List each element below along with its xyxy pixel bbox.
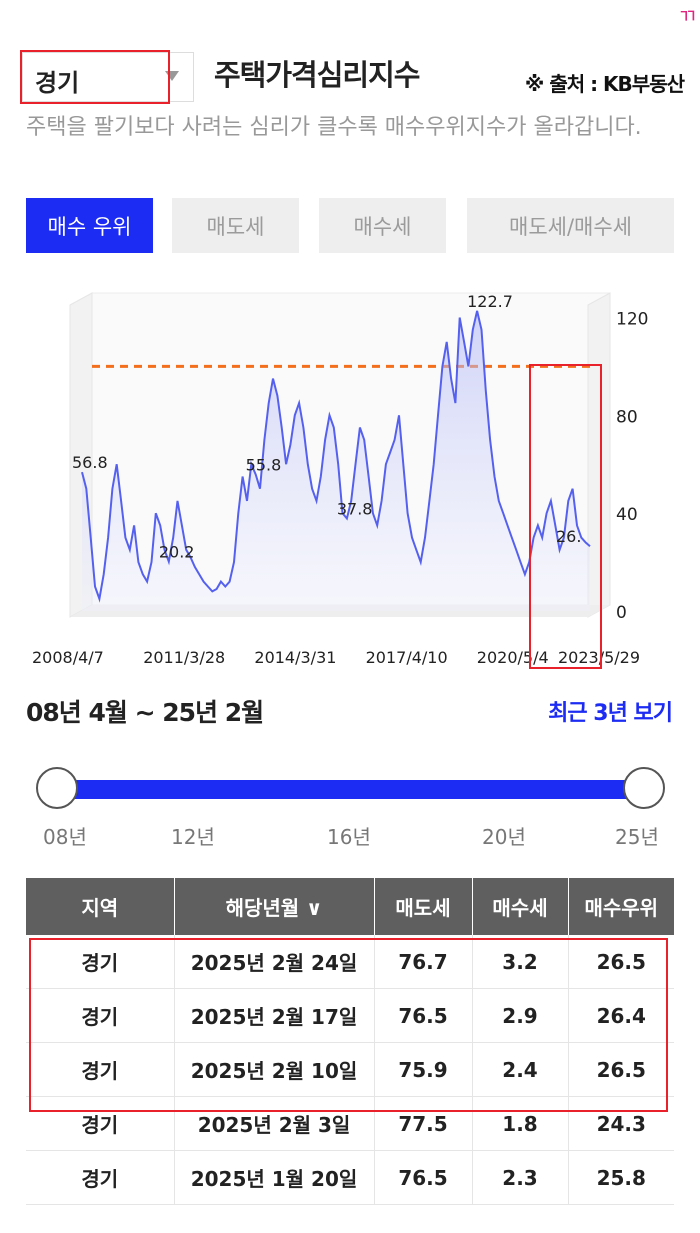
year-label: 16년 — [327, 825, 371, 849]
data-annotation: 122.7 — [467, 292, 513, 311]
cell-region: 경기 — [26, 935, 175, 989]
price-sentiment-chart: 0 40 80 120 2008/4/7 2011/3/28 2014/3/31 2017/4… — [32, 292, 648, 667]
cell-buy-dominance: 24.3 — [568, 1096, 674, 1151]
recent-3-years-link[interactable]: 최근 3년 보기 — [548, 701, 673, 726]
cell-sell: 76.7 — [374, 935, 473, 989]
year-label: 12년 — [171, 825, 215, 849]
series-line — [81, 310, 591, 603]
region-select[interactable]: 경기 — [22, 52, 194, 102]
cell-region: 경기 — [26, 988, 175, 1043]
cell-buy: 2.3 — [472, 1150, 569, 1205]
range-slider-start-handle[interactable] — [36, 767, 78, 809]
tab-label: 매수 우위 — [47, 214, 132, 239]
column-header-buy: 매수세 — [472, 878, 569, 935]
data-annotation: 37.8 — [337, 500, 373, 519]
cell-buy: 1.8 — [472, 1096, 569, 1151]
cell-date: 2025년 1월 20일 — [174, 1150, 375, 1205]
tab-sell[interactable]: 매도세 — [172, 198, 299, 253]
range-label: 08년 4월 ~ 25년 2월 — [26, 698, 264, 727]
cell-date: 2025년 2월 24일 — [174, 935, 375, 989]
corner-mark-icon: ㄲ — [678, 4, 697, 28]
table-row: 경기 2025년 2월 17일 76.5 2.9 26.4 — [26, 988, 674, 1043]
tab-label: 매도세 — [206, 214, 265, 239]
year-label: 25년 — [615, 825, 659, 849]
cell-buy-dominance: 25.8 — [568, 1150, 674, 1205]
cell-buy-dominance: 26.4 — [568, 988, 674, 1043]
cell-region: 경기 — [26, 1096, 175, 1151]
x-tick-label: 2011/3/28 — [143, 648, 225, 667]
y-tick-label: 120 — [616, 309, 648, 329]
chart-right-wall — [587, 292, 611, 618]
cell-buy-dominance: 26.5 — [568, 1042, 674, 1097]
x-tick-label: 2017/4/10 — [366, 648, 448, 667]
year-label: 20년 — [482, 825, 526, 849]
cell-date: 2025년 2월 10일 — [174, 1042, 375, 1097]
data-annotation: 55.8 — [246, 456, 282, 475]
tab-buy-dominance[interactable]: 매수 우위 — [26, 198, 153, 253]
series-area — [82, 310, 590, 611]
table-header-row: 지역 해당년월 ∨ 매도세 매수세 매수우위 — [26, 878, 674, 935]
tab-label: 매수세 — [353, 214, 412, 239]
tab-label: 매도세/매수세 — [509, 214, 632, 239]
cell-region: 경기 — [26, 1042, 175, 1097]
x-tick-label: 2020/5/4 — [477, 648, 549, 667]
cell-date: 2025년 2월 3일 — [174, 1096, 375, 1151]
data-annotation: 26. — [556, 527, 581, 546]
y-tick-label: 0 — [616, 603, 627, 623]
table-row: 경기 2025년 2월 24일 76.7 3.2 26.5 — [26, 935, 674, 989]
column-header-sell: 매도세 — [374, 878, 473, 935]
x-tick-label: 2014/3/31 — [254, 648, 336, 667]
page-title: 주택가격심리지수 — [214, 58, 420, 92]
source-label: ※ 출처 : KB부동산 — [524, 72, 685, 96]
chevron-down-icon — [165, 71, 179, 81]
year-label: 08년 — [43, 825, 87, 849]
cell-buy: 3.2 — [472, 935, 569, 989]
description-text: 주택을 팔기보다 사려는 심리가 클수록 매수우위지수가 올라갑니다. — [26, 115, 642, 140]
data-annotation: 20.2 — [159, 543, 195, 562]
column-header-date-sort[interactable]: 해당년월 ∨ — [174, 878, 375, 935]
cell-buy-dominance: 26.5 — [568, 935, 674, 989]
data-annotation: 56.8 — [72, 453, 108, 472]
range-slider-track[interactable] — [58, 780, 644, 799]
region-select-value: 경기 — [35, 69, 80, 97]
cell-sell: 75.9 — [374, 1042, 473, 1097]
column-header-region: 지역 — [26, 878, 175, 935]
cell-date: 2025년 2월 17일 — [174, 988, 375, 1043]
y-tick-label: 40 — [616, 505, 638, 525]
cell-region: 경기 — [26, 1150, 175, 1205]
sentiment-table: 지역 해당년월 ∨ 매도세 매수세 매수우위 경기 2025년 2월 24일 7… — [26, 878, 674, 1205]
tab-buy[interactable]: 매수세 — [319, 198, 446, 253]
x-tick-label: 2008/4/7 — [32, 648, 104, 667]
table-row: 경기 2025년 2월 10일 75.9 2.4 26.5 — [26, 1042, 674, 1097]
cell-sell: 77.5 — [374, 1096, 473, 1151]
cell-sell: 76.5 — [374, 988, 473, 1043]
column-header-buy-dominance: 매수우위 — [568, 878, 674, 935]
cell-buy: 2.4 — [472, 1042, 569, 1097]
cell-buy: 2.9 — [472, 988, 569, 1043]
y-tick-label: 80 — [616, 407, 638, 427]
tab-sell-buy[interactable]: 매도세/매수세 — [467, 198, 674, 253]
cell-sell: 76.5 — [374, 1150, 473, 1205]
table-row: 경기 2025년 1월 20일 76.5 2.3 25.8 — [26, 1150, 674, 1205]
range-slider-end-handle[interactable] — [623, 767, 665, 809]
table-row: 경기 2025년 2월 3일 77.5 1.8 24.3 — [26, 1096, 674, 1151]
x-tick-label: 2023/5/29 — [558, 648, 640, 667]
